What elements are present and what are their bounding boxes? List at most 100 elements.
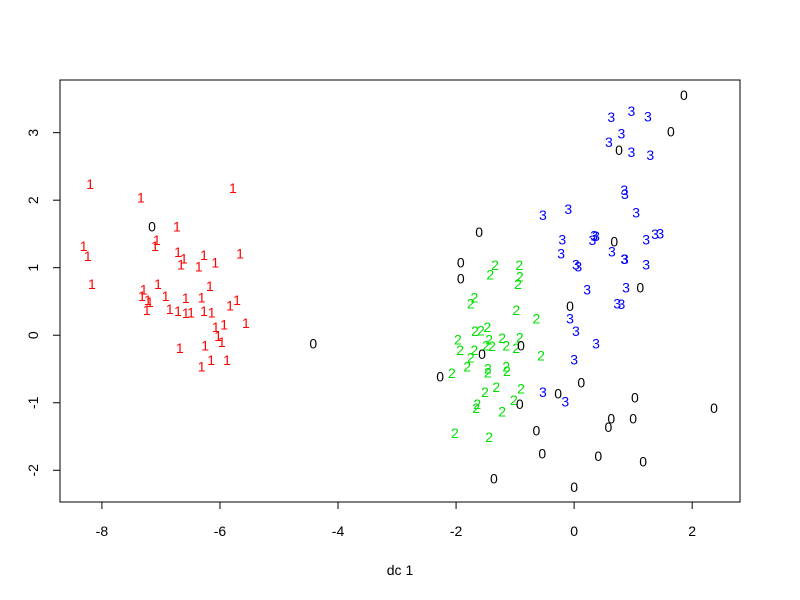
point-label: 0 bbox=[475, 224, 483, 240]
point-label: 2 bbox=[516, 268, 524, 284]
point-label: 0 bbox=[629, 410, 637, 426]
point-label: 3 bbox=[539, 384, 547, 400]
point-label: 3 bbox=[566, 310, 574, 326]
point-label: 2 bbox=[470, 342, 478, 358]
point-label: 3 bbox=[621, 251, 629, 267]
point-label: 0 bbox=[604, 419, 612, 435]
point-label: 0 bbox=[680, 87, 688, 103]
point-label: 1 bbox=[154, 276, 162, 292]
point-label: 1 bbox=[211, 254, 219, 270]
point-label: 2 bbox=[448, 365, 456, 381]
point-label: 1 bbox=[153, 232, 161, 248]
point-label: 0 bbox=[710, 400, 718, 416]
point-label: 3 bbox=[589, 232, 597, 248]
point-label: 2 bbox=[512, 340, 520, 356]
point-label: 0 bbox=[570, 479, 578, 495]
point-label: 3 bbox=[592, 335, 600, 351]
point-label: 1 bbox=[140, 281, 148, 297]
point-label: 0 bbox=[309, 335, 317, 351]
x-tick-label: -8 bbox=[96, 523, 109, 539]
point-label: 1 bbox=[207, 352, 215, 368]
point-label: 3 bbox=[646, 147, 654, 163]
point-label: 1 bbox=[195, 258, 203, 274]
point-label: 0 bbox=[436, 368, 444, 384]
point-label: 2 bbox=[471, 323, 479, 339]
point-label: 2 bbox=[483, 319, 491, 335]
x-tick-label: -2 bbox=[450, 523, 463, 539]
point-label: 2 bbox=[537, 347, 545, 363]
x-tick-label: -4 bbox=[332, 523, 345, 539]
x-tick-label: 2 bbox=[688, 523, 696, 539]
point-label: 0 bbox=[610, 233, 618, 249]
point-label: 2 bbox=[503, 363, 511, 379]
y-tick-label: 2 bbox=[25, 196, 41, 204]
x-axis-label: dc 1 bbox=[387, 562, 414, 578]
point-label: 2 bbox=[481, 384, 489, 400]
point-label: 2 bbox=[498, 330, 506, 346]
point-label: 2 bbox=[502, 337, 510, 353]
point-label: 2 bbox=[484, 360, 492, 376]
point-label: 3 bbox=[622, 279, 630, 295]
point-label: 3 bbox=[590, 227, 598, 243]
point-label: 1 bbox=[236, 246, 244, 262]
point-label: 2 bbox=[485, 429, 493, 445]
x-tick-label: -6 bbox=[214, 523, 227, 539]
point-label: 3 bbox=[574, 258, 582, 274]
point-label: 1 bbox=[223, 352, 231, 368]
point-label: 3 bbox=[617, 296, 625, 312]
x-tick-label: 0 bbox=[570, 523, 578, 539]
point-label: 1 bbox=[182, 305, 190, 321]
point-label: 1 bbox=[201, 337, 209, 353]
point-label: 1 bbox=[174, 303, 182, 319]
point-label: 2 bbox=[491, 257, 499, 273]
point-label: 0 bbox=[607, 410, 615, 426]
point-label: 2 bbox=[454, 331, 462, 347]
point-label: 1 bbox=[180, 250, 188, 266]
point-label: 3 bbox=[651, 226, 659, 242]
point-label: 0 bbox=[594, 448, 602, 464]
point-label: 3 bbox=[572, 256, 580, 272]
point-label: 3 bbox=[621, 186, 629, 202]
point-label: 3 bbox=[572, 323, 580, 339]
point-label: 1 bbox=[143, 302, 151, 318]
point-label: 3 bbox=[642, 256, 650, 272]
point-label: 0 bbox=[631, 389, 639, 405]
point-label: 3 bbox=[607, 109, 615, 125]
point-label: 3 bbox=[620, 182, 628, 198]
point-label: 2 bbox=[515, 257, 523, 273]
point-label: 1 bbox=[214, 328, 222, 344]
point-label: 2 bbox=[482, 337, 490, 353]
point-label: 3 bbox=[617, 125, 625, 141]
point-label: 3 bbox=[613, 295, 621, 311]
point-label: 2 bbox=[502, 358, 510, 374]
point-label: 1 bbox=[88, 276, 96, 292]
point-label: 1 bbox=[138, 288, 146, 304]
point-label: 1 bbox=[200, 303, 208, 319]
point-label: 2 bbox=[516, 329, 524, 345]
point-label: 3 bbox=[656, 225, 664, 241]
point-label: 2 bbox=[467, 295, 475, 311]
point-label: 2 bbox=[486, 266, 494, 282]
point-label: 1 bbox=[229, 180, 237, 196]
point-label: 0 bbox=[538, 445, 546, 461]
point-label: 3 bbox=[570, 352, 578, 368]
point-label: 3 bbox=[608, 244, 616, 260]
point-label: 2 bbox=[484, 364, 492, 380]
point-label: 1 bbox=[166, 301, 174, 317]
point-label: 2 bbox=[532, 310, 540, 326]
point-label: 1 bbox=[182, 290, 190, 306]
point-label: 1 bbox=[233, 292, 241, 308]
point-label: 1 bbox=[208, 304, 216, 320]
point-label: 1 bbox=[206, 278, 214, 294]
point-label: 1 bbox=[151, 238, 159, 254]
point-label: 3 bbox=[642, 231, 650, 247]
point-label: 2 bbox=[498, 404, 506, 420]
point-label: 1 bbox=[86, 176, 94, 192]
point-label: 0 bbox=[532, 422, 540, 438]
point-label: 1 bbox=[220, 316, 228, 332]
point-label: 2 bbox=[451, 425, 459, 441]
point-label: 3 bbox=[592, 228, 600, 244]
point-label: 1 bbox=[137, 189, 145, 205]
